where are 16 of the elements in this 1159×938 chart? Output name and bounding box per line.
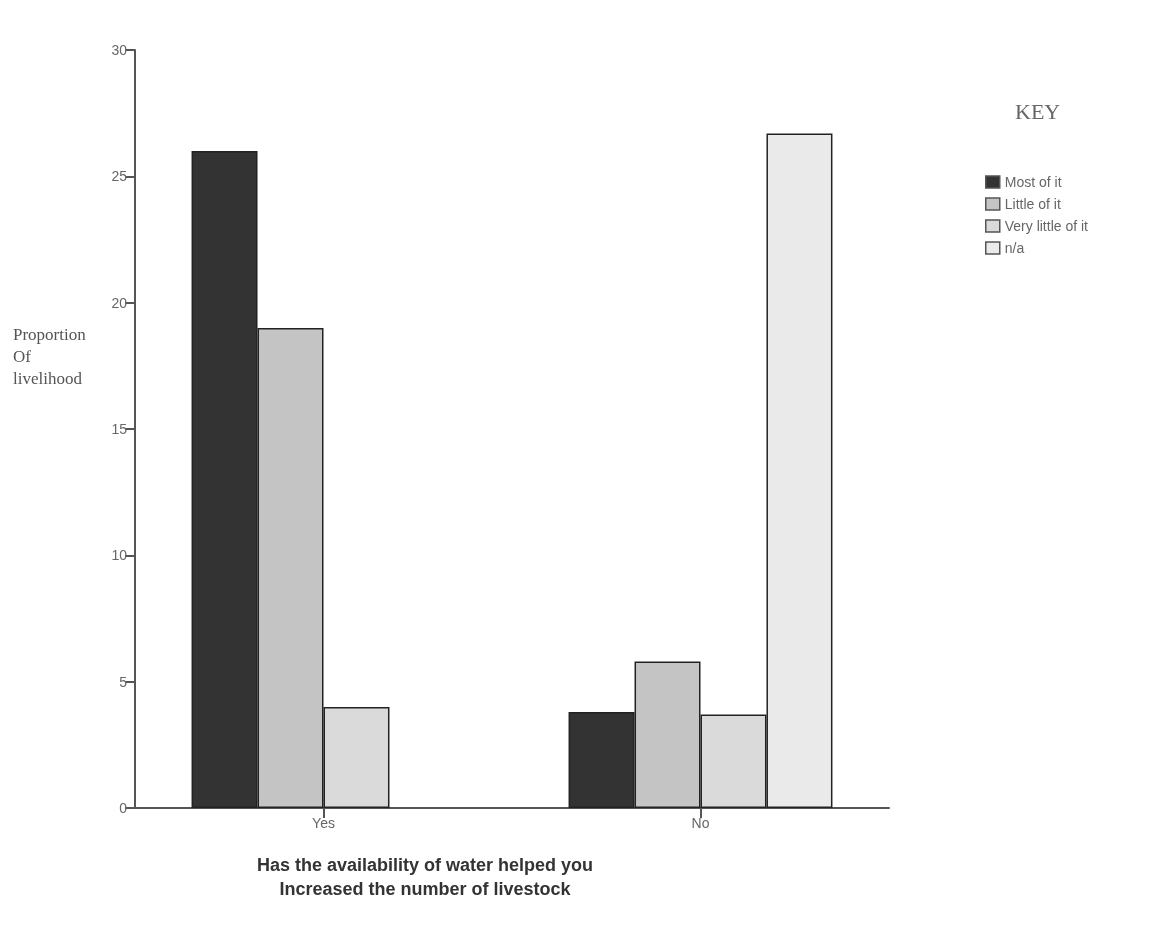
legend-title: KEY — [1015, 98, 1061, 124]
legend-label: Little of it — [1004, 196, 1061, 212]
y-tick-label: 10 — [111, 547, 128, 564]
y-tick-label: 0 — [119, 800, 128, 816]
y-axis-title: Proportion Of livelihood — [13, 324, 87, 388]
y-tick-label: 30 — [111, 42, 128, 58]
x-tick-label: No — [691, 815, 710, 831]
legend-label: n/a — [1004, 240, 1025, 256]
x-axis-title: Has the availability of water helped you Increased the number of livestock — [256, 855, 594, 899]
y-tick-label: 15 — [111, 421, 128, 437]
x-tick-label: Yes — [312, 815, 335, 831]
legend-label: Most of it — [1004, 174, 1062, 190]
legend-label: Very little of it — [1004, 218, 1089, 234]
y-tick-label: 5 — [119, 673, 128, 690]
y-tick-label: 25 — [111, 168, 128, 185]
y-tick-label: 20 — [111, 294, 128, 311]
